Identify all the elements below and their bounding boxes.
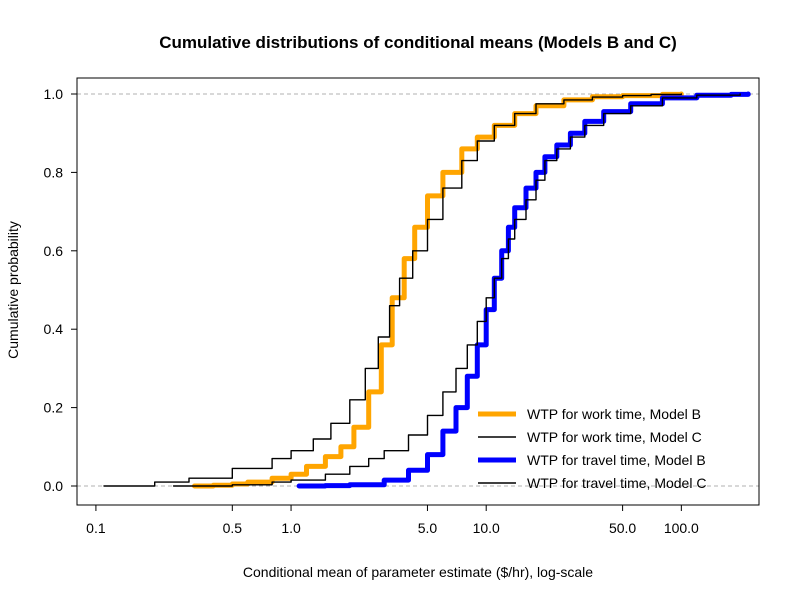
plot-area: 0.1 0.5 1.0 5.0 10.0 50.0 100.0 0.0 0.2 0.4 0.6 0.8… xyxy=(44,77,760,536)
y-tick-label-2: 0.4 xyxy=(44,321,64,337)
y-tick-label-1: 0.2 xyxy=(44,400,64,416)
chart-title: Cumulative distributions of conditional … xyxy=(159,33,677,52)
legend-label-3: WTP for travel time, Model C xyxy=(527,475,706,491)
legend-label-0: WTP for work time, Model B xyxy=(527,406,701,422)
series-line-3 xyxy=(172,93,741,487)
legend-label-2: WTP for travel time, Model B xyxy=(527,452,706,468)
y-tick-label-4: 0.8 xyxy=(44,164,64,180)
x-tick-label-5: 50.0 xyxy=(609,520,636,536)
y-axis-label: Cumulative probability xyxy=(5,221,21,359)
x-tick-label-6: 100.0 xyxy=(664,520,699,536)
y-tick-label-5: 1.0 xyxy=(44,86,64,102)
x-axis-label: Conditional mean of parameter estimate (… xyxy=(243,564,593,580)
x-tick-label-4: 10.0 xyxy=(473,520,500,536)
x-tick-label-1: 0.5 xyxy=(223,520,243,536)
y-tick-label-0: 0.0 xyxy=(44,478,64,494)
x-tick-label-0: 0.1 xyxy=(86,520,106,536)
legend-label-1: WTP for work time, Model C xyxy=(527,429,702,445)
x-tick-label-2: 1.0 xyxy=(281,520,301,536)
x-tick-label-3: 5.0 xyxy=(418,520,438,536)
series-line-0 xyxy=(192,91,684,489)
y-tick-label-3: 0.6 xyxy=(44,243,64,259)
series-line-1 xyxy=(103,93,682,487)
